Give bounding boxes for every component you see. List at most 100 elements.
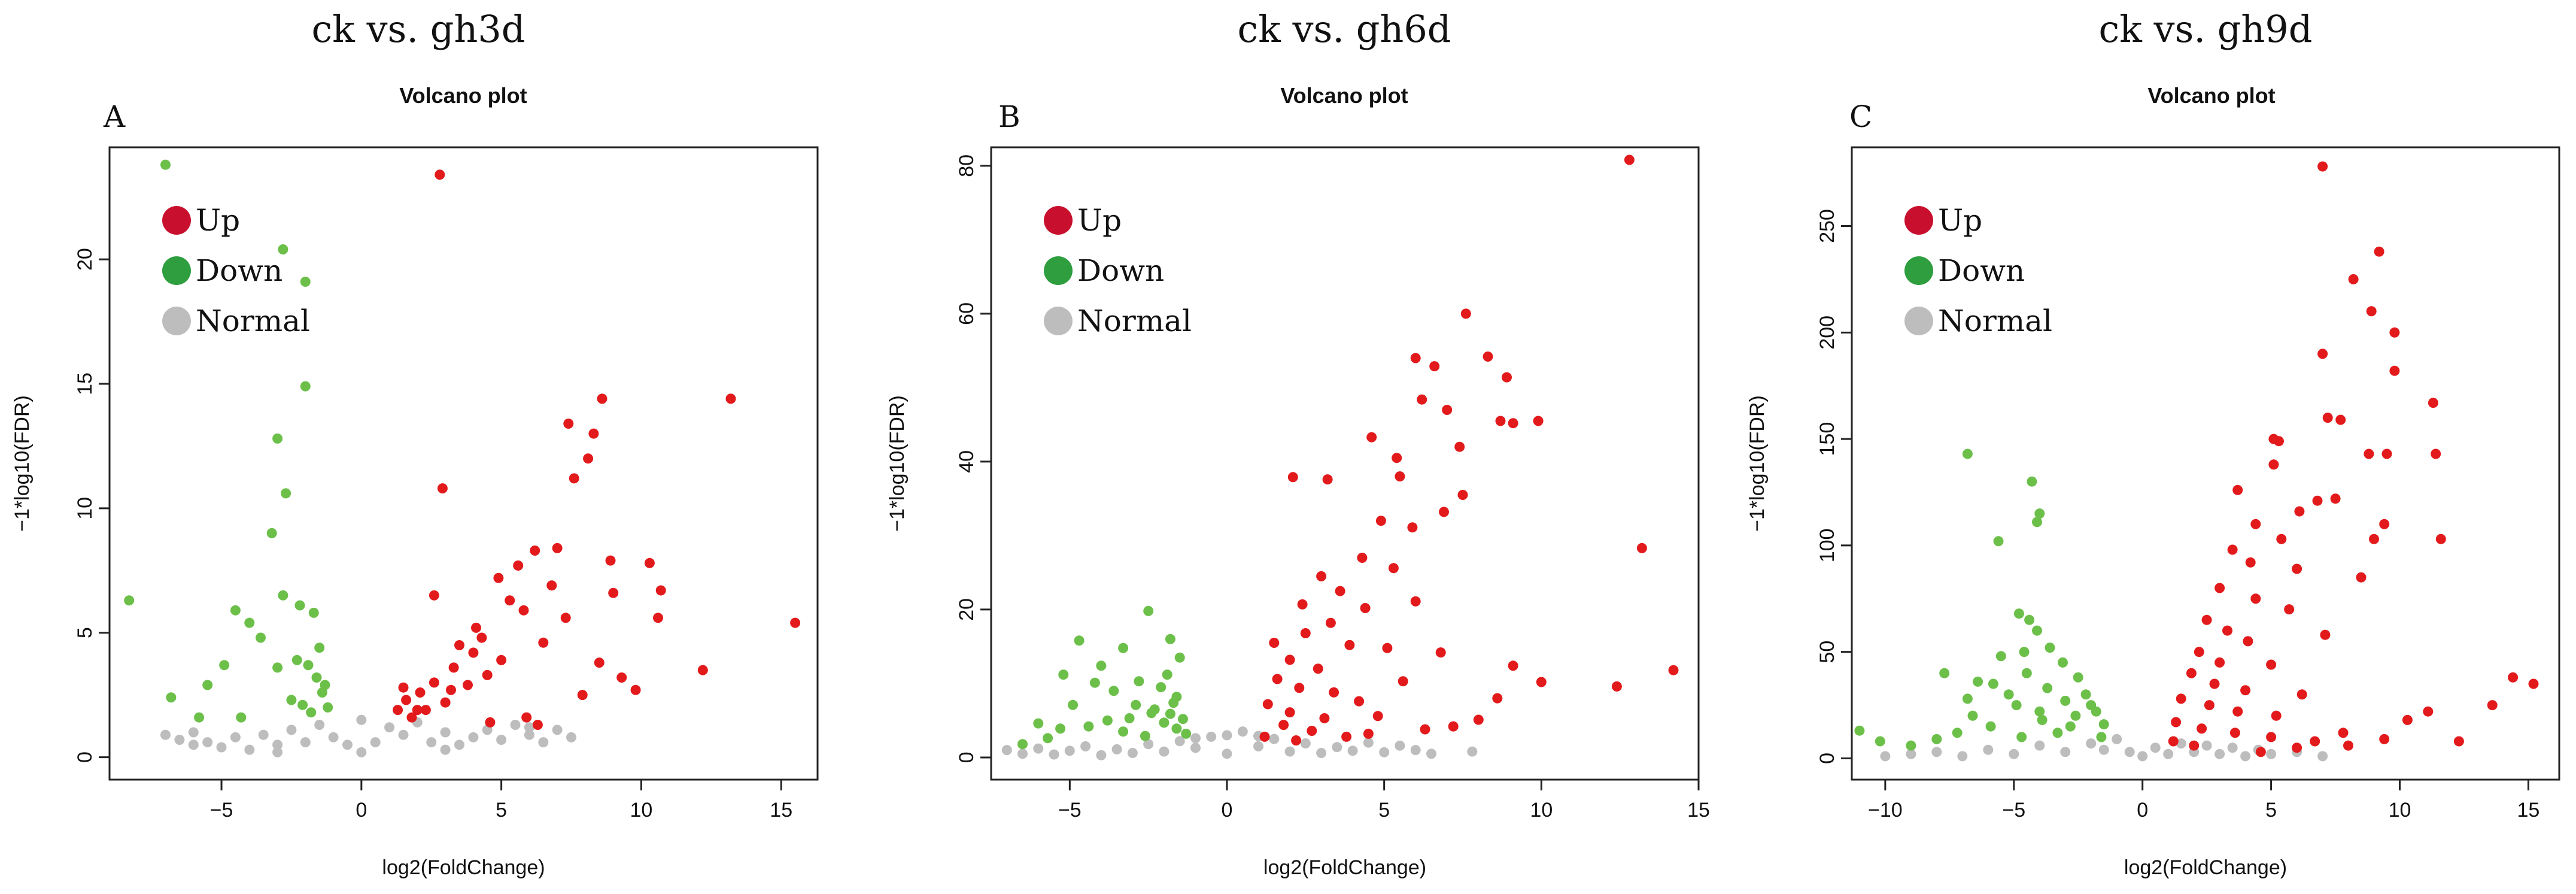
point-up [1284, 707, 1295, 718]
point-down [1988, 678, 1998, 689]
point-up [1457, 490, 1468, 500]
point-normal [510, 720, 521, 730]
panel-a: ck vs. gh3d A Volcano plot −5 0 5 10 15 0 5 10 15 20… [11, 7, 819, 879]
series-up [393, 169, 801, 730]
y-tick-label: 20 [955, 598, 978, 621]
point-down [256, 632, 266, 643]
point-up [616, 672, 627, 683]
point-up [653, 613, 663, 623]
point-normal [1190, 743, 1201, 753]
point-normal [1111, 744, 1122, 754]
point-up [1335, 586, 1345, 596]
point-up [1322, 474, 1333, 485]
point-normal [188, 740, 199, 750]
x-tick-label: 5 [1378, 799, 1390, 822]
point-down [1118, 726, 1129, 737]
point-up [1439, 507, 1449, 517]
point-normal [1410, 745, 1421, 756]
point-up [437, 483, 448, 494]
point-up [2356, 572, 2367, 583]
point-down [2037, 714, 2048, 725]
point-up [1272, 674, 1283, 684]
point-down [1058, 669, 1069, 680]
point-up [2338, 728, 2349, 738]
point-down [1140, 731, 1150, 741]
point-up [2271, 710, 2282, 721]
point-up [2364, 448, 2374, 459]
point-normal [1395, 740, 1405, 751]
point-up [2232, 484, 2243, 495]
point-up [1398, 676, 1408, 687]
point-down [1939, 668, 1950, 678]
point-down [2027, 476, 2037, 487]
point-normal [1206, 731, 1217, 742]
point-normal [1957, 751, 1968, 762]
legend-label-normal: Normal [1938, 304, 2052, 338]
plot-frame [1851, 146, 2560, 781]
point-up [1360, 603, 1371, 613]
x-tick-label: 15 [2517, 799, 2540, 822]
point-up [605, 555, 616, 566]
y-axis-label: −1*log10(FDR) [11, 395, 34, 532]
point-up [608, 587, 619, 598]
point-up [2317, 348, 2328, 359]
legend-label-normal: Normal [196, 304, 310, 338]
point-up [2189, 740, 2200, 751]
point-normal [188, 727, 199, 738]
point-down [308, 607, 319, 618]
point-normal [342, 740, 353, 750]
point-down [1181, 728, 1192, 739]
point-up [569, 473, 579, 484]
legend: Up Down Normal [1904, 203, 2052, 338]
point-down [303, 660, 314, 671]
point-up [2268, 459, 2279, 470]
point-up [2186, 668, 2197, 678]
point-down [2024, 614, 2035, 625]
x-tick-label: 5 [2265, 799, 2277, 822]
point-normal [1983, 744, 1994, 755]
point-up [454, 640, 464, 650]
point-up [630, 684, 641, 695]
legend-marker-down [1904, 256, 1933, 285]
point-normal [244, 744, 255, 755]
point-down [2060, 695, 2071, 706]
point-normal [398, 729, 409, 740]
series-down [1017, 605, 1192, 750]
point-up [1354, 696, 1365, 707]
point-up [463, 680, 473, 690]
point-up [2232, 706, 2243, 717]
point-up [563, 419, 574, 429]
point-up [2229, 728, 2240, 738]
panel-label: B [998, 99, 1020, 134]
point-up [538, 637, 549, 648]
point-down [1089, 677, 1100, 688]
data-points [124, 159, 801, 757]
point-up [2381, 448, 2392, 459]
point-up [560, 613, 571, 623]
point-normal [1222, 748, 1232, 759]
point-down [291, 654, 302, 665]
x-tick-label: 0 [356, 799, 367, 822]
point-up [1291, 735, 1302, 745]
point-down [311, 672, 322, 683]
data-points [1001, 154, 1679, 760]
point-up [493, 572, 504, 583]
point-normal [1906, 748, 1916, 759]
point-up [2214, 583, 2225, 593]
x-axis-label: log2(FoldChange) [382, 856, 545, 879]
point-normal [2112, 734, 2122, 744]
point-up [1533, 416, 1544, 426]
legend: Up Down Normal [162, 203, 310, 338]
point-down [2016, 732, 2027, 743]
point-down [244, 617, 255, 628]
legend-marker-up [1044, 206, 1073, 235]
point-up [2276, 534, 2287, 544]
point-down [160, 159, 171, 170]
point-down [124, 595, 135, 606]
point-up [1366, 432, 1377, 443]
point-up [1473, 714, 1484, 725]
point-down [1156, 682, 1167, 693]
point-down [2086, 700, 2097, 711]
point-normal [2098, 744, 2109, 755]
